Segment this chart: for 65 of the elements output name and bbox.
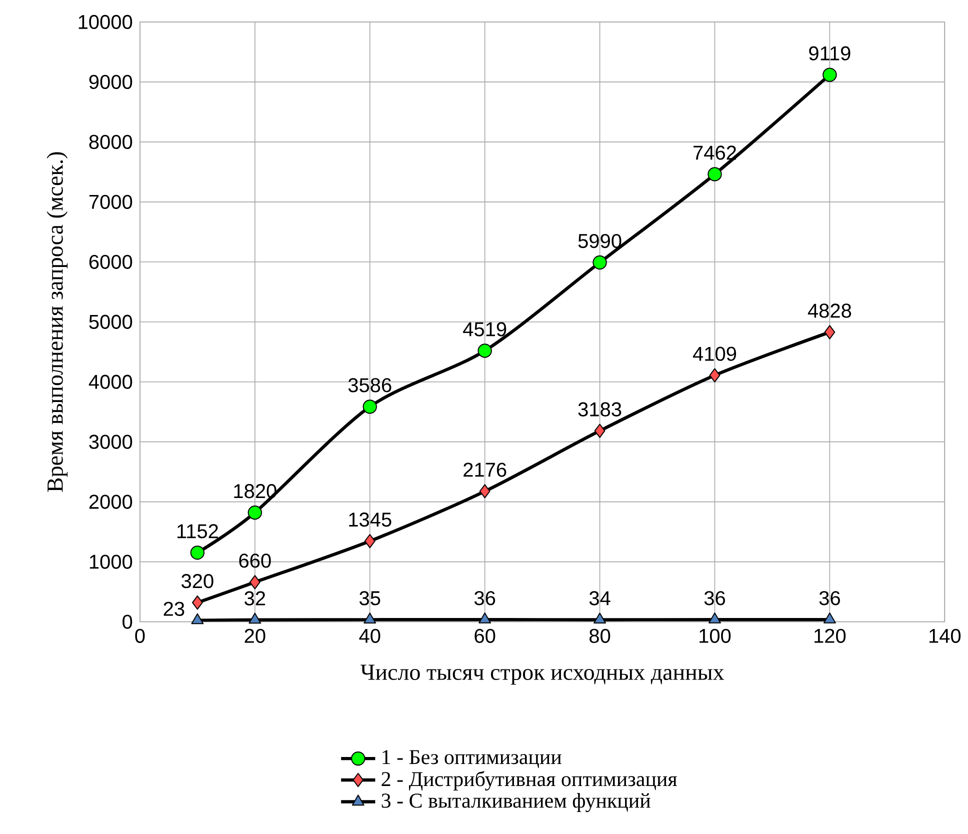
y-tick-label: 2000	[89, 494, 132, 510]
x-tick-label: 20	[244, 628, 266, 644]
point	[479, 484, 490, 499]
point	[191, 613, 204, 624]
x-tick-label: 60	[474, 628, 496, 644]
point	[708, 167, 722, 182]
data-label: 32	[244, 591, 266, 606]
data-label: 36	[474, 591, 496, 606]
point	[478, 612, 492, 624]
y-tick-label: 5000	[89, 314, 132, 330]
data-label: 4828	[808, 304, 852, 318]
point	[364, 534, 376, 548]
point	[190, 546, 205, 560]
point	[478, 344, 492, 358]
point	[822, 68, 837, 82]
data-label: 3586	[348, 378, 392, 392]
x-tick-label: 40	[359, 628, 380, 644]
x-axis-title: Число тысяч строк исходных данных	[360, 664, 724, 685]
point	[364, 612, 376, 624]
point	[708, 612, 721, 624]
x-tick-label: 120	[814, 628, 846, 644]
data-label: 34	[589, 591, 610, 606]
y-axis-title: Время выполнения запроса (мсек.)	[46, 152, 68, 492]
y-tick-label: 6000	[89, 254, 132, 270]
data-label: 2176	[464, 462, 506, 478]
y-tick-label: 3000	[89, 434, 132, 450]
data-label: 23	[164, 602, 184, 616]
y-tick-label: 1000	[90, 554, 132, 570]
point	[249, 575, 260, 590]
legend-label: 3 - С выталкиванием функций	[382, 793, 650, 812]
data-label: 35	[360, 591, 380, 606]
legend-label: 1 - Без оптимизации	[382, 750, 562, 768]
x-tick-label: 80	[590, 628, 610, 644]
data-label: 660	[239, 554, 271, 568]
y-tick-label: 9000	[89, 75, 132, 90]
data-label: 36	[819, 591, 840, 606]
data-label: 320	[182, 574, 214, 588]
point	[592, 256, 607, 270]
y-tick-label: 7000	[89, 195, 132, 210]
x-tick-label: 0	[135, 628, 145, 644]
data-label: 7462	[694, 146, 736, 160]
data-label: 1152	[177, 524, 218, 538]
point	[192, 596, 203, 610]
data-label: 36	[704, 591, 725, 606]
y-tick-label: 4000	[88, 374, 132, 390]
data-label: 4109	[692, 346, 736, 362]
data-label: 1345	[349, 512, 392, 527]
point	[362, 400, 377, 414]
x-tick-label: 100	[700, 628, 731, 644]
point	[594, 424, 606, 438]
point	[709, 368, 720, 383]
y-tick-label: 10000	[78, 15, 132, 30]
point	[594, 612, 606, 624]
y-tick-label: 8000	[89, 135, 132, 150]
point	[248, 612, 262, 624]
x-tick-label: 140	[930, 628, 961, 644]
data-label: 3183	[578, 402, 622, 417]
legend-label: 2 - Дистрибутивная оптимизация	[382, 771, 677, 791]
point	[824, 325, 836, 340]
data-label: 5990	[578, 234, 622, 248]
data-label: 9119	[809, 46, 850, 61]
point	[248, 506, 262, 520]
y-tick-label: 0	[122, 614, 132, 629]
point	[823, 612, 836, 624]
data-label: 4519	[463, 322, 506, 336]
